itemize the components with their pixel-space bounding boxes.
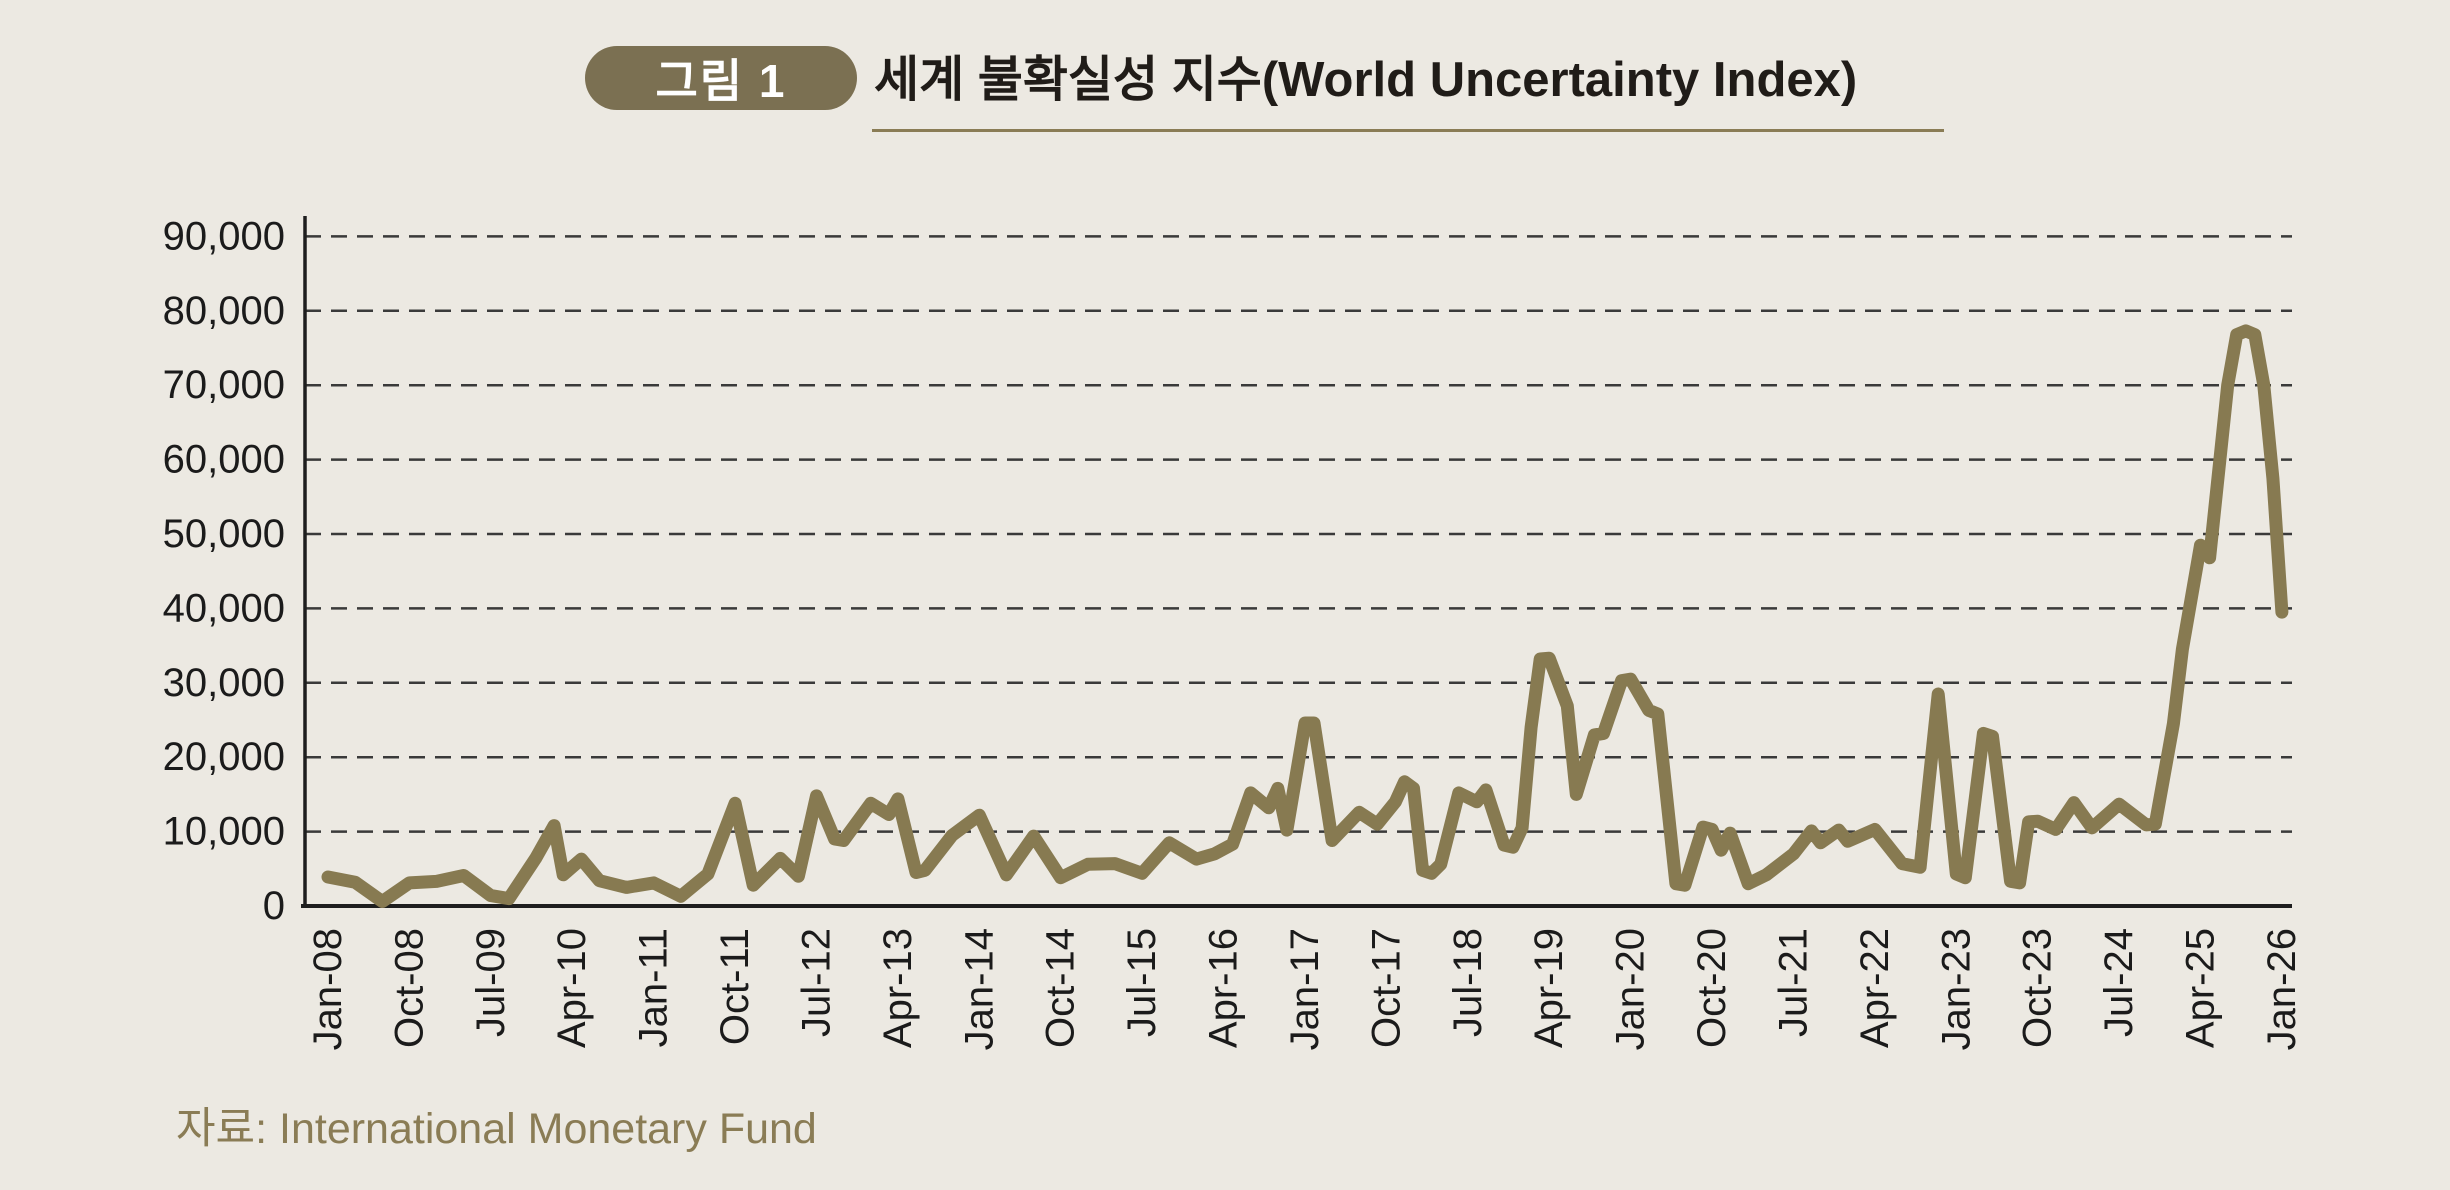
x-tick-label: Oct-17 (1364, 928, 1408, 1048)
x-tick-label: Jan-23 (1934, 928, 1978, 1050)
x-tick-label: Oct-23 (2016, 928, 2060, 1048)
x-tick-label: Oct-20 (1690, 928, 1734, 1048)
x-tick-label: Jan-08 (306, 928, 350, 1050)
x-tick-label: Apr-13 (876, 928, 920, 1048)
y-tick-labels: 0 10,000 20,000 30,000 40,000 50,000 60,000 70,… (163, 214, 285, 928)
x-tick-label: Jan-17 (1283, 928, 1327, 1050)
y-tick-label: 40,000 (163, 586, 285, 630)
x-tick-label: Jan-14 (957, 928, 1001, 1050)
y-tick-label: 50,000 (163, 512, 285, 556)
source-note: 자료: International Monetary Fund (176, 1105, 817, 1153)
x-tick-label: Jul-09 (469, 928, 513, 1037)
x-tick-label: Jul-21 (1771, 928, 1815, 1037)
x-tick-label: Apr-10 (550, 928, 594, 1048)
x-tick-label: Jan-11 (632, 928, 676, 1047)
y-tick-label: 20,000 (163, 735, 285, 779)
x-tick-label: Jan-20 (1609, 928, 1653, 1050)
y-tick-label: 90,000 (163, 214, 285, 258)
x-tick-label: Jul-24 (2097, 928, 2141, 1037)
figure-number-badge: 그림 1 (585, 46, 857, 110)
x-tick-label: Apr-19 (1527, 928, 1571, 1048)
x-tick-label: Oct-14 (1039, 928, 1083, 1048)
y-tick-label: 0 (263, 884, 285, 928)
x-tick-label: Oct-11 (713, 928, 757, 1045)
x-tick-label: Jan-26 (2260, 928, 2304, 1050)
x-tick-label: Jul-18 (1446, 928, 1490, 1037)
title-underline (872, 129, 1944, 132)
x-tick-label: Apr-22 (1853, 928, 1897, 1048)
y-tick-label: 60,000 (163, 438, 285, 482)
x-tick-label: Jul-15 (1120, 928, 1164, 1037)
y-tick-label: 70,000 (163, 363, 285, 407)
y-tick-label: 30,000 (163, 661, 285, 705)
figure-title: 세계 불확실성 지수(World Uncertainty Index) (874, 53, 1858, 107)
x-tick-label: Oct-08 (387, 928, 431, 1048)
y-tick-label: 80,000 (163, 289, 285, 333)
axes (301, 216, 2292, 908)
y-tick-label: 10,000 (163, 810, 285, 854)
x-tick-label: Apr-16 (1202, 928, 1246, 1048)
x-tick-label: Apr-25 (2179, 928, 2223, 1048)
x-tick-label: Jul-12 (794, 928, 838, 1037)
x-tick-labels: Jan-08 Oct-08 Jul-09 Apr-10 Jan-11 Oct-11 Jul-… (306, 928, 2304, 1050)
uncertainty-index-series-line (321, 324, 2289, 908)
